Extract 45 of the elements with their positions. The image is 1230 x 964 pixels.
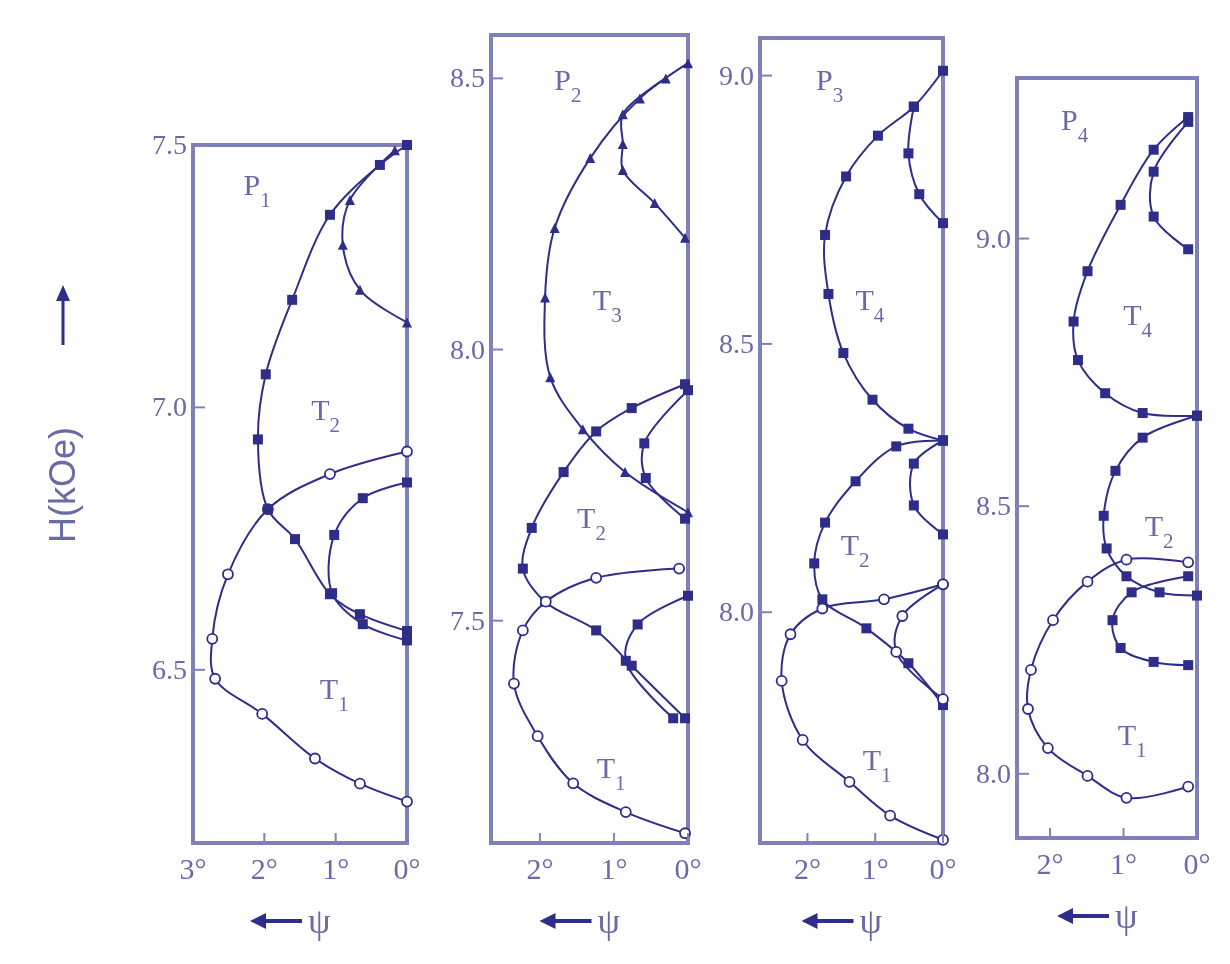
x-tick-label: 2° xyxy=(793,852,821,885)
annotation: P$_{3}$ xyxy=(815,62,844,107)
annotation: T$_{1}$ xyxy=(596,750,626,795)
x-tick-label: 1° xyxy=(861,852,889,885)
annotation: T$_{1}$ xyxy=(1117,717,1147,762)
annotation: P$_{4}$ xyxy=(1061,102,1089,147)
y-tick-label: 9.0 xyxy=(976,222,1011,254)
annotation: T$_{2}$ xyxy=(577,501,606,546)
y-axis-title: H(kOe) xyxy=(42,427,83,543)
annotation: T$_{1}$ xyxy=(862,743,892,788)
annotation: P$_{2}$ xyxy=(554,63,582,108)
x-tick-label: 2° xyxy=(250,852,278,885)
x-tick-label: 1° xyxy=(322,852,350,885)
annotation: T$_{4}$ xyxy=(855,282,885,327)
y-tick-label: 8.5 xyxy=(450,62,485,94)
x-axis-title: ψ xyxy=(308,901,331,941)
y-tick-label: 8.0 xyxy=(719,596,754,628)
y-tick-label: 9.0 xyxy=(719,59,754,91)
x-tick-label: 0° xyxy=(674,852,702,885)
y-tick-label: 8.5 xyxy=(976,490,1011,522)
x-tick-label: 2° xyxy=(526,852,554,885)
annotation: T$_{4}$ xyxy=(1123,298,1153,343)
x-tick-label: 0° xyxy=(1183,847,1211,880)
y-tick-label: 7.0 xyxy=(152,391,187,423)
annotation: P$_{1}$ xyxy=(243,167,271,212)
x-tick-label: 0° xyxy=(929,852,957,885)
y-tick-label: 8.0 xyxy=(450,333,485,365)
x-axis-title: ψ xyxy=(859,901,883,941)
x-axis-title: ψ xyxy=(1115,896,1138,936)
annotation: T$_{3}$ xyxy=(592,283,622,328)
x-tick-label: 3° xyxy=(179,852,207,885)
annotation: T$_{2}$ xyxy=(840,528,870,573)
y-tick-label: 8.5 xyxy=(719,327,754,359)
x-tick-label: 1° xyxy=(1110,847,1138,880)
y-tick-label: 8.0 xyxy=(976,757,1011,789)
x-tick-label: 1° xyxy=(600,852,628,885)
x-tick-label: 2° xyxy=(1036,847,1064,880)
y-tick-label: 6.5 xyxy=(152,653,187,685)
y-tick-label: 7.5 xyxy=(152,129,187,160)
annotation: T$_{1}$ xyxy=(319,672,349,717)
x-tick-label: 0° xyxy=(393,852,421,885)
annotation: T$_{2}$ xyxy=(1144,509,1174,554)
x-axis-title: ψ xyxy=(597,901,621,941)
annotation: T$_{2}$ xyxy=(311,393,341,438)
y-tick-label: 7.5 xyxy=(450,604,485,636)
